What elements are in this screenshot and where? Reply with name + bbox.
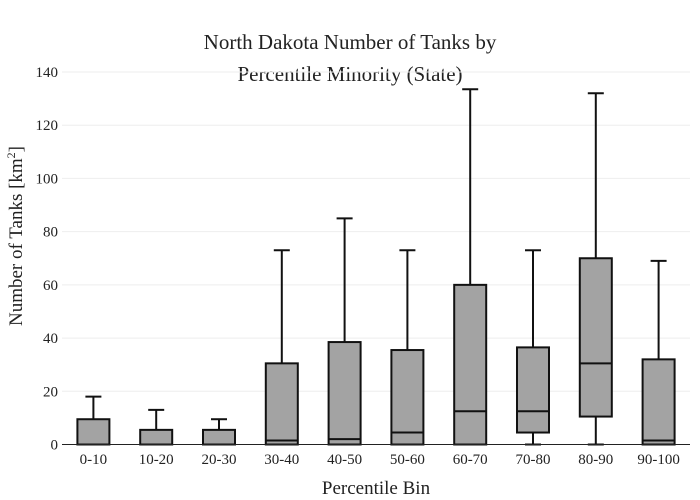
- x-tick-label: 90-100: [637, 452, 680, 468]
- chart-title: North Dakota Number of Tanks by Percenti…: [0, 26, 700, 90]
- x-axis-ticks: 0-10 10-20 20-30 30-40 40-50 50-60 60-70 70-80 8…: [80, 452, 680, 468]
- y-tick-label: 120: [36, 118, 59, 134]
- box-70-80: [516, 249, 550, 446]
- y-tick-label: 60: [43, 278, 58, 294]
- box-rect: [76, 418, 111, 446]
- chart-title-line-2: Percentile Minority (State): [237, 62, 463, 86]
- box-rect: [641, 358, 676, 446]
- chart-title-line-1: North Dakota Number of Tanks by: [203, 30, 497, 54]
- box-90-100: [641, 259, 676, 446]
- box-rect: [202, 428, 236, 446]
- x-tick-label: 40-50: [327, 452, 362, 468]
- x-tick-label: 0-10: [80, 452, 108, 468]
- box-20-30: [202, 418, 236, 446]
- box-60-70: [453, 88, 488, 446]
- y-tick-label: 80: [43, 225, 58, 241]
- y-axis-label: Number of Tanks [km2]: [4, 146, 27, 326]
- x-tick-label: 30-40: [264, 452, 299, 468]
- box-rect: [390, 349, 425, 446]
- box-rect: [327, 341, 362, 446]
- box-rect: [139, 428, 174, 446]
- y-tick-label: 0: [51, 438, 59, 454]
- box-10-20: [139, 408, 174, 446]
- x-tick-label: 70-80: [516, 452, 551, 468]
- box-50-60: [390, 249, 425, 446]
- box-rect: [516, 346, 550, 434]
- box-30-40: [264, 249, 299, 446]
- x-tick-label: 50-60: [390, 452, 425, 468]
- x-tick-label: 10-20: [139, 452, 174, 468]
- y-tick-label: 140: [36, 65, 59, 81]
- y-tick-label: 100: [36, 171, 59, 187]
- box-rect: [578, 257, 613, 418]
- y-axis-ticks: 0 20 40 60 80 100 120 140: [36, 65, 59, 454]
- boxes: [76, 88, 676, 446]
- x-axis-label: Percentile Bin: [322, 478, 431, 499]
- y-axis-label-close: ]: [6, 146, 27, 152]
- x-tick-label: 20-30: [202, 452, 237, 468]
- y-tick-label: 20: [43, 384, 58, 400]
- y-tick-label: 40: [43, 331, 58, 347]
- box-80-90: [578, 92, 613, 446]
- box-40-50: [327, 217, 362, 446]
- box-rect: [264, 362, 299, 446]
- y-axis-label-text: Number of Tanks [km: [6, 158, 27, 326]
- x-tick-label: 80-90: [578, 452, 613, 468]
- box-0-10: [76, 395, 111, 446]
- y-axis-label-superscript: 2: [4, 152, 18, 158]
- x-tick-label: 60-70: [453, 452, 488, 468]
- box-rect: [453, 283, 488, 446]
